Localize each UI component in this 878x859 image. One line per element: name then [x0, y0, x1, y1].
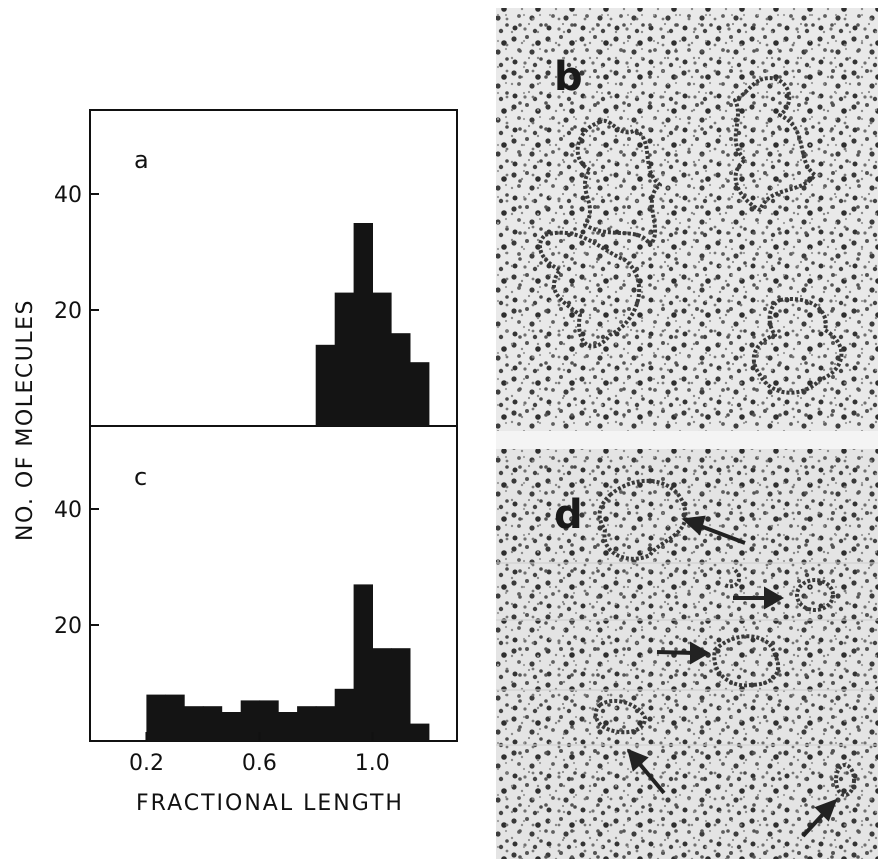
bar-c-1 [165, 694, 185, 741]
dna-molecule [733, 76, 817, 212]
bar-c-9 [315, 706, 336, 741]
bar-c-12 [372, 648, 392, 741]
dna-circle [795, 578, 835, 612]
arrow-annotation [694, 522, 746, 545]
axis-ticks: 20 40 20 40 0.2 0.6 1.0 [54, 183, 390, 776]
bar-c-10 [334, 688, 355, 741]
histogram-a [315, 223, 430, 426]
micrograph-b: b [496, 8, 878, 431]
bar-a-3 [372, 292, 392, 426]
x-tick-label: 0.2 [129, 751, 164, 776]
bar-c-11 [353, 584, 373, 741]
y-tick-label-a: 40 [54, 183, 82, 208]
dna-molecule [724, 568, 742, 589]
dna-circle [712, 634, 781, 688]
bar-c-13 [391, 648, 411, 741]
y-tick-label-c: 20 [54, 614, 82, 639]
dna-molecule [538, 230, 642, 349]
bar-c-14 [410, 723, 430, 741]
arrow-annotation [656, 650, 696, 655]
dna-circle [834, 763, 856, 797]
y-axis-label: NO. OF MOLECULES [13, 299, 38, 541]
bar-a-0 [315, 344, 336, 426]
bar-a-4 [391, 333, 411, 426]
bar-c-8 [297, 706, 317, 741]
panel-gap [496, 431, 878, 449]
dna-molecule [751, 297, 844, 395]
bar-a-5 [410, 362, 430, 426]
bar-c-0 [146, 694, 166, 741]
x-tick-label: 0.6 [242, 751, 277, 776]
bar-a-2 [353, 223, 373, 426]
bar-c-3 [202, 706, 223, 741]
x-axis-label: FRACTIONAL LENGTH [136, 791, 404, 816]
bar-c-2 [184, 706, 204, 741]
dna-circle [593, 698, 647, 735]
panel-label-a: a [134, 146, 149, 174]
bar-c-7 [278, 712, 298, 741]
arrow-annotation [801, 809, 828, 838]
histogram-c [146, 584, 430, 741]
panel-label-c: c [134, 463, 147, 491]
y-tick-label-c: 40 [54, 498, 82, 523]
bar-c-6 [259, 700, 279, 741]
bar-c-5 [240, 700, 261, 741]
panel-label-d: d [554, 492, 583, 538]
dna-molecule [575, 118, 662, 247]
dna-molecule [597, 478, 688, 561]
x-tick-label: 1.0 [355, 751, 390, 776]
micrograph-d: d [496, 449, 878, 859]
panel-label-b: b [554, 54, 583, 100]
bar-a-1 [334, 292, 355, 426]
arrow-annotation [636, 760, 666, 795]
y-tick-label-a: 20 [54, 299, 82, 324]
bar-c-4 [221, 712, 242, 741]
